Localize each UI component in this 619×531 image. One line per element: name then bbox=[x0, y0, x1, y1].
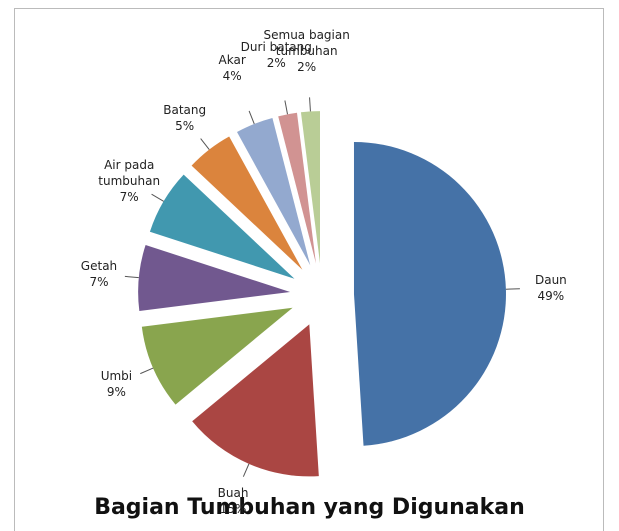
data-label: Getah 7% bbox=[81, 258, 117, 290]
pie-slice bbox=[192, 324, 319, 477]
category-label: Duri batang bbox=[240, 40, 312, 55]
category-label: Umbi bbox=[100, 368, 133, 383]
category-label: Buah bbox=[217, 485, 249, 500]
pie-slice bbox=[149, 174, 295, 279]
value-label: 7% bbox=[89, 274, 109, 289]
pie-slice bbox=[138, 245, 291, 312]
data-label: Duri batang 2% bbox=[241, 39, 312, 71]
value-label: 2% bbox=[266, 56, 286, 71]
category-label: Akar bbox=[218, 53, 246, 68]
data-label: Akar 4% bbox=[219, 52, 246, 84]
data-label: Umbi 9% bbox=[101, 368, 132, 400]
data-label: Air pada tumbuhan 7% bbox=[89, 157, 169, 205]
data-label: Buah 15% bbox=[218, 485, 249, 517]
leader-line bbox=[242, 463, 250, 477]
pie-slice bbox=[353, 141, 506, 446]
category-label: Air pada tumbuhan bbox=[98, 157, 161, 188]
pie-slice bbox=[236, 118, 311, 266]
chart-title: Bagian Tumbuhan yang Digunakan bbox=[94, 495, 525, 520]
value-label: 4% bbox=[222, 69, 242, 84]
category-label: Batang bbox=[163, 103, 207, 117]
leader-line bbox=[248, 110, 255, 125]
pie-slice bbox=[278, 112, 317, 264]
leader-line bbox=[151, 193, 164, 202]
leader-line bbox=[200, 138, 210, 150]
pie-slice bbox=[300, 111, 320, 264]
pie-slice bbox=[191, 136, 303, 270]
value-label: 15% bbox=[219, 501, 247, 516]
value-label: 49% bbox=[537, 288, 565, 303]
leader-line bbox=[140, 367, 154, 375]
category-label: Getah bbox=[80, 258, 118, 273]
value-label: 5% bbox=[175, 119, 195, 133]
value-label: 2% bbox=[297, 60, 317, 75]
leader-line bbox=[309, 97, 311, 112]
leader-line bbox=[124, 275, 139, 279]
chart-frame bbox=[14, 8, 604, 531]
pie-slice bbox=[141, 307, 293, 405]
leader-line bbox=[284, 100, 289, 115]
data-label: Daun 49% bbox=[535, 272, 567, 304]
data-label: Batang 5% bbox=[163, 102, 206, 134]
data-label: Semua bagian tumbuhan 2% bbox=[262, 27, 352, 75]
value-label: 7% bbox=[119, 189, 139, 204]
category-label: Semua bagian tumbuhan bbox=[263, 28, 350, 59]
category-label: Daun bbox=[534, 272, 567, 287]
value-label: 9% bbox=[106, 384, 126, 399]
